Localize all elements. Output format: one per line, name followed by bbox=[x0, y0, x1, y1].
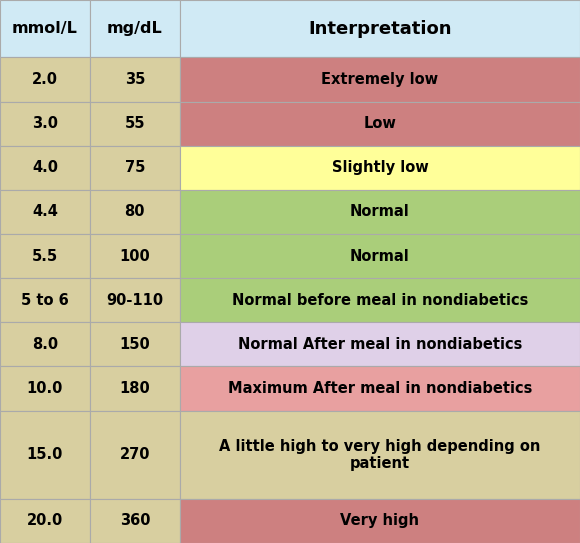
Text: 10.0: 10.0 bbox=[27, 381, 63, 396]
Text: Normal: Normal bbox=[350, 204, 410, 219]
Text: 3.0: 3.0 bbox=[32, 116, 58, 131]
Bar bbox=[180, 0, 580, 58]
Text: 270: 270 bbox=[119, 447, 150, 462]
Bar bbox=[90, 0, 180, 58]
Text: 360: 360 bbox=[119, 514, 150, 528]
Bar bbox=[90, 322, 180, 367]
Text: mg/dL: mg/dL bbox=[107, 21, 163, 36]
Text: 100: 100 bbox=[119, 249, 150, 263]
Bar bbox=[180, 102, 580, 146]
Text: Normal: Normal bbox=[350, 249, 410, 263]
Text: 4.0: 4.0 bbox=[32, 160, 58, 175]
Bar bbox=[90, 411, 180, 499]
Text: 5 to 6: 5 to 6 bbox=[21, 293, 69, 308]
Bar bbox=[180, 322, 580, 367]
Text: mmol/L: mmol/L bbox=[12, 21, 78, 36]
Text: 90-110: 90-110 bbox=[106, 293, 164, 308]
Bar bbox=[0, 499, 90, 543]
Text: 5.5: 5.5 bbox=[32, 249, 58, 263]
Text: 15.0: 15.0 bbox=[27, 447, 63, 462]
Text: A little high to very high depending on
patient: A little high to very high depending on … bbox=[219, 439, 541, 471]
Bar bbox=[0, 322, 90, 367]
Bar bbox=[180, 146, 580, 190]
Bar bbox=[180, 499, 580, 543]
Bar bbox=[180, 190, 580, 234]
Bar bbox=[90, 58, 180, 102]
Text: 55: 55 bbox=[125, 116, 145, 131]
Bar bbox=[180, 234, 580, 278]
Text: Slightly low: Slightly low bbox=[332, 160, 428, 175]
Text: Extremely low: Extremely low bbox=[321, 72, 438, 87]
Bar bbox=[180, 58, 580, 102]
Text: 180: 180 bbox=[119, 381, 150, 396]
Bar bbox=[0, 102, 90, 146]
Bar bbox=[0, 411, 90, 499]
Text: 80: 80 bbox=[125, 204, 145, 219]
Bar bbox=[0, 0, 90, 58]
Bar bbox=[0, 278, 90, 322]
Text: Low: Low bbox=[364, 116, 396, 131]
Bar bbox=[180, 278, 580, 322]
Bar bbox=[0, 367, 90, 411]
Text: Normal before meal in nondiabetics: Normal before meal in nondiabetics bbox=[232, 293, 528, 308]
Bar bbox=[90, 278, 180, 322]
Text: 2.0: 2.0 bbox=[32, 72, 58, 87]
Bar bbox=[0, 58, 90, 102]
Text: 35: 35 bbox=[125, 72, 145, 87]
Bar bbox=[0, 190, 90, 234]
Text: Normal After meal in nondiabetics: Normal After meal in nondiabetics bbox=[238, 337, 522, 352]
Bar bbox=[90, 102, 180, 146]
Bar bbox=[0, 146, 90, 190]
Bar bbox=[180, 411, 580, 499]
Text: 8.0: 8.0 bbox=[32, 337, 58, 352]
Text: 150: 150 bbox=[119, 337, 150, 352]
Bar bbox=[90, 499, 180, 543]
Bar bbox=[90, 234, 180, 278]
Bar bbox=[180, 367, 580, 411]
Text: 20.0: 20.0 bbox=[27, 514, 63, 528]
Bar bbox=[0, 234, 90, 278]
Text: Interpretation: Interpretation bbox=[308, 20, 452, 37]
Text: Very high: Very high bbox=[340, 514, 419, 528]
Bar bbox=[90, 190, 180, 234]
Text: Maximum After meal in nondiabetics: Maximum After meal in nondiabetics bbox=[228, 381, 532, 396]
Text: 4.4: 4.4 bbox=[32, 204, 58, 219]
Bar bbox=[90, 146, 180, 190]
Bar bbox=[90, 367, 180, 411]
Text: 75: 75 bbox=[125, 160, 145, 175]
